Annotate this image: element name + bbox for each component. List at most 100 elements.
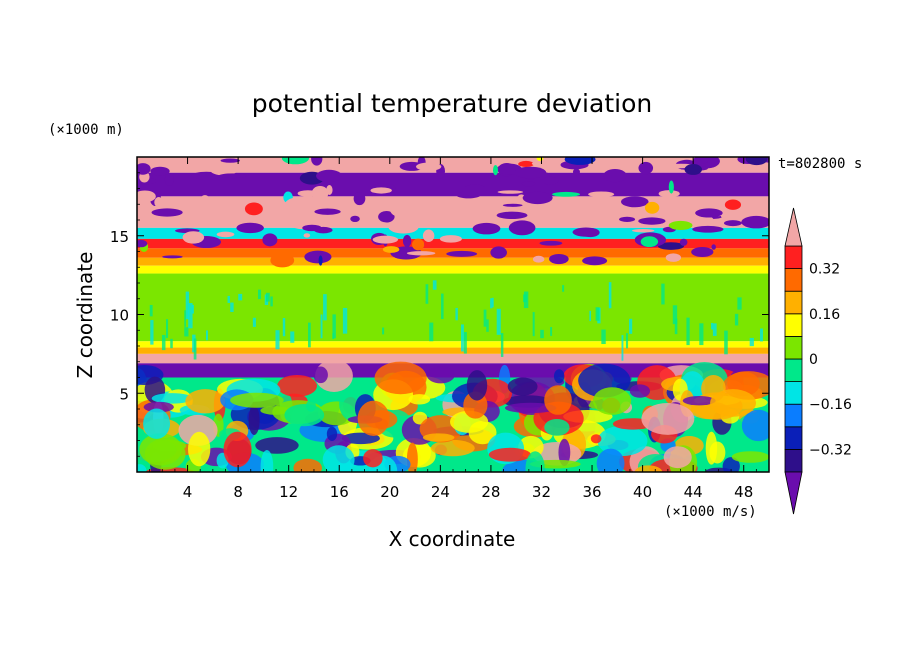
mid-streak [275, 330, 280, 350]
upper-speckle [302, 224, 322, 232]
mid-streak [737, 297, 742, 310]
colorbar-segment [784, 268, 803, 292]
mid-streak [562, 285, 565, 292]
turbulence-cell [422, 433, 455, 442]
upper-speckle [210, 164, 238, 176]
colorbar-tick-label: −0.32 [809, 442, 852, 458]
upper-speckle [572, 168, 580, 176]
mid-streak [193, 338, 197, 360]
y-tick-label: 10 [110, 307, 129, 325]
y-unit-label: (×1000 m) [48, 122, 124, 138]
mid-streak [711, 322, 714, 330]
mid-streak [540, 329, 544, 339]
x-tick-label: 12 [279, 483, 298, 501]
y-tick-label: 15 [110, 228, 129, 246]
upper-speckle [350, 215, 360, 223]
upper-speckle [388, 220, 419, 234]
mid-streak [500, 333, 504, 357]
upper-speckle [318, 255, 323, 266]
upper-speckle [745, 157, 768, 166]
turbulence-cell [597, 425, 648, 457]
turbulence-cell [507, 377, 538, 396]
turbulence-cell [525, 451, 545, 472]
mid-streak [206, 330, 208, 341]
upper-speckle [422, 229, 435, 242]
colorbar-segment [784, 381, 803, 405]
x-tick-label: 20 [380, 483, 399, 501]
turbulence-cell [592, 387, 632, 415]
turbulence-cell [406, 442, 418, 472]
upper-speckle [539, 240, 563, 246]
mid-streak [258, 289, 262, 300]
upper-speckle [360, 164, 390, 170]
mid-streak [184, 327, 189, 337]
turbulence-cell [374, 361, 427, 395]
upper-speckle [378, 211, 395, 223]
upper-speckle [262, 233, 278, 247]
upper-speckle [638, 217, 666, 225]
contour-layer [137, 265, 769, 274]
contour-layer [137, 341, 769, 348]
turbulence-cell [260, 406, 290, 415]
upper-speckle [692, 225, 724, 233]
turbulence-cell [293, 458, 322, 472]
upper-speckle [532, 255, 545, 263]
upper-speckle [137, 190, 156, 203]
mid-streak [238, 293, 243, 301]
mid-streak [674, 318, 678, 335]
upper-speckle [502, 203, 523, 207]
upper-speckle [621, 196, 649, 208]
upper-speckle [657, 242, 685, 250]
mid-streak [523, 291, 529, 309]
upper-speckle [162, 255, 183, 259]
turbulence-cell [629, 384, 651, 398]
turbulence-cell [596, 448, 625, 472]
mid-streak [188, 303, 193, 329]
mid-streak [550, 327, 553, 336]
mid-streak [672, 305, 678, 325]
x-tick-label: 44 [684, 483, 703, 501]
upper-speckle [154, 197, 164, 208]
turbulence-cell [255, 437, 299, 454]
upper-speckle [191, 157, 205, 170]
upper-speckle [353, 192, 366, 206]
upper-speckle [326, 184, 333, 196]
mid-streak [191, 304, 194, 314]
turbulence-cell [430, 439, 475, 457]
turbulence-cell [322, 445, 355, 472]
upper-speckle [496, 211, 528, 220]
upper-speckle [150, 166, 170, 176]
turbulence-cell [710, 389, 757, 417]
mid-streak [282, 317, 286, 337]
mid-streak [170, 338, 173, 349]
turbulence-cell [315, 359, 353, 392]
turbulence-cell [553, 369, 565, 384]
turbulence-cell [185, 389, 226, 414]
mid-streak [265, 292, 270, 302]
mid-streak [625, 333, 629, 349]
mid-streak [724, 330, 728, 355]
upper-speckle [406, 251, 436, 256]
x-tick-label: 36 [582, 483, 601, 501]
mid-streak [227, 295, 230, 303]
upper-speckle [644, 201, 660, 214]
colorbar-segment [784, 403, 803, 428]
colorbar-segment [784, 358, 803, 383]
turbulence-cell [313, 366, 328, 384]
colorbar-tick-label: −0.16 [809, 397, 852, 413]
turbulence-cell [139, 433, 183, 466]
mid-streak [185, 291, 190, 320]
contour-layer [137, 257, 769, 266]
upper-speckle [691, 247, 714, 257]
mid-streak [760, 328, 763, 342]
upper-speckle [182, 231, 205, 244]
mid-streak [601, 329, 606, 345]
upper-speckle [542, 176, 559, 185]
upper-speckle [665, 253, 682, 262]
x-tick-label: 24 [431, 483, 450, 501]
upper-speckle [531, 160, 555, 167]
upper-speckle [372, 235, 399, 244]
turbulence-cell [466, 370, 488, 401]
turbulence-cell [137, 464, 147, 472]
